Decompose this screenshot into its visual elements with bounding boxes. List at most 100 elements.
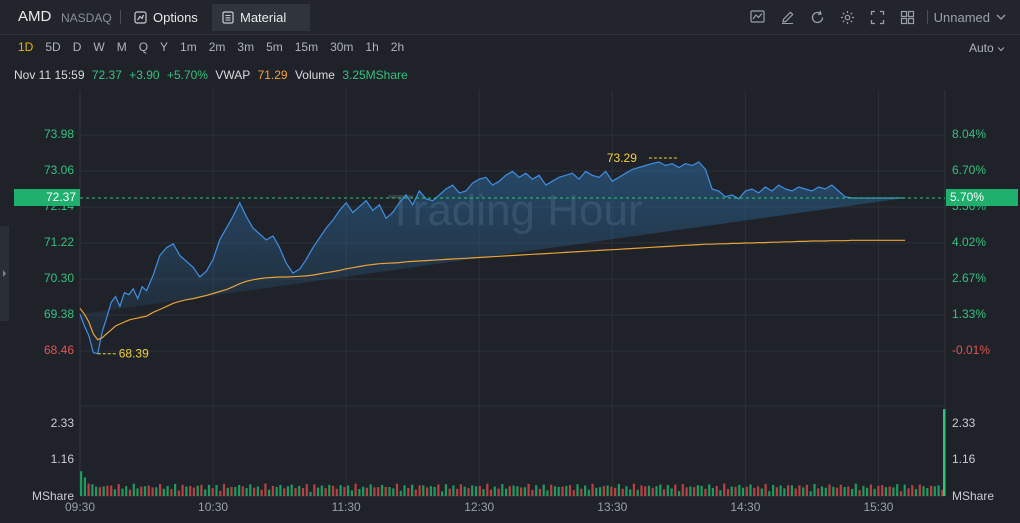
volume-bar — [358, 489, 361, 496]
volume-bar — [452, 485, 455, 496]
volume-bar — [884, 487, 887, 496]
volume-bar — [87, 483, 90, 496]
volume-value: 3.25MShare — [342, 68, 408, 82]
refresh-button[interactable] — [803, 7, 833, 27]
volume-bar — [670, 488, 673, 496]
timeframe-3m[interactable]: 3m — [237, 40, 255, 54]
volume-bar — [610, 486, 613, 496]
price-area — [80, 162, 906, 354]
fullscreen-button[interactable] — [863, 7, 893, 27]
timeframe-5d[interactable]: 5D — [45, 40, 61, 54]
timeframe-y[interactable]: Y — [160, 40, 169, 54]
timeframe-2m[interactable]: 2m — [208, 40, 226, 54]
volume-unit-right: MShare — [952, 489, 995, 503]
timeframe-30m[interactable]: 30m — [330, 40, 354, 54]
volume-bar — [166, 485, 169, 496]
tab-options[interactable]: Options — [124, 4, 208, 31]
vwap-label: VWAP — [215, 68, 251, 82]
volume-bar — [862, 485, 865, 496]
volume-bar — [557, 486, 560, 496]
pct-axis-right-label: 6.70% — [952, 163, 987, 177]
chevron-down-icon[interactable] — [996, 13, 1006, 21]
volume-bar — [395, 483, 399, 496]
volume-bar — [298, 485, 301, 496]
volume-bar — [399, 490, 402, 496]
indicator-button[interactable] — [743, 7, 773, 27]
time-axis-label: 13:30 — [597, 500, 628, 514]
timeframe-w[interactable]: W — [93, 40, 105, 54]
timeframe-q[interactable]: Q — [138, 40, 149, 54]
high-price-label: 73.29 — [607, 151, 637, 165]
volume-bar — [478, 486, 481, 496]
volume-bar — [760, 488, 763, 496]
volume-bar — [689, 486, 692, 496]
price-axis-left-label: 69.38 — [43, 307, 74, 321]
timeframe-m[interactable]: M — [116, 40, 127, 54]
draw-button[interactable] — [773, 7, 803, 27]
volume-bar — [662, 489, 666, 496]
volume-bar — [922, 486, 925, 496]
volume-bar — [275, 487, 278, 496]
vwap-line — [79, 239, 906, 341]
layout-name-dropdown[interactable]: Unnamed — [933, 9, 990, 25]
time-axis-label: 10:30 — [198, 500, 229, 514]
volume-bar — [486, 483, 489, 496]
timeframe-d[interactable]: D — [72, 40, 82, 54]
options-icon — [134, 11, 147, 24]
timeframe-15m[interactable]: 15m — [294, 40, 319, 54]
tab-material[interactable]: Material — [212, 4, 310, 31]
volume-bar — [542, 484, 545, 496]
layout-button[interactable] — [893, 7, 923, 27]
volume-bar — [899, 491, 903, 496]
volume-bar — [110, 485, 113, 496]
volume-bar — [820, 486, 824, 496]
timeframe-1d[interactable]: 1D — [18, 40, 34, 54]
volume-bar — [632, 483, 635, 496]
timeframe-1m[interactable]: 1m — [180, 40, 197, 54]
pencil-icon — [782, 10, 794, 24]
volume-bar — [584, 485, 587, 496]
volume-bar — [249, 484, 252, 496]
symbol-label[interactable]: AMD — [18, 8, 52, 25]
volume-bar — [943, 409, 946, 496]
timeframe-5m[interactable]: 5m — [266, 40, 283, 54]
volume-bar — [903, 484, 906, 496]
volume-bar — [625, 486, 628, 496]
volume-bar — [599, 487, 602, 496]
scale-mode-dropdown[interactable]: Auto — [969, 41, 1005, 55]
volume-bar — [418, 485, 421, 496]
volume-bar — [817, 488, 820, 496]
volume-bar — [798, 485, 801, 496]
volume-bar — [437, 484, 440, 496]
volume-bar — [192, 487, 195, 496]
time-axis-label: 09:30 — [64, 500, 96, 514]
quote-info-line: Nov 11 15:59 72.37 +3.90 +5.70% VWAP 71.… — [14, 68, 412, 82]
volume-bar — [347, 485, 350, 496]
settings-button[interactable] — [833, 7, 863, 27]
side-panel-handle[interactable] — [0, 226, 9, 321]
volume-bar — [568, 485, 572, 496]
volume-bar — [226, 487, 229, 496]
volume-bar — [143, 486, 147, 496]
volume-bar — [636, 489, 639, 496]
pct-axis-right-label: 8.04% — [952, 127, 987, 141]
volume-bar — [448, 488, 451, 496]
timeframe-2h[interactable]: 2h — [390, 40, 405, 54]
volume-bar — [546, 490, 549, 496]
volume-bar — [91, 484, 94, 496]
volume-bar — [196, 485, 199, 496]
volume-bar — [764, 483, 767, 496]
volume-bar — [238, 485, 241, 496]
volume-bar — [219, 490, 222, 496]
volume-bar — [617, 484, 620, 496]
volume-bar — [937, 485, 940, 496]
volume-bar — [730, 486, 733, 496]
volume-bar — [678, 491, 681, 496]
timeframe-1h[interactable]: 1h — [365, 40, 379, 54]
volume-bar — [674, 484, 677, 496]
price-axis-left-label: 71.22 — [43, 235, 74, 249]
volume-bar — [911, 485, 914, 496]
volume-axis-left-label: 1.16 — [50, 452, 74, 466]
volume-bar — [407, 487, 410, 496]
